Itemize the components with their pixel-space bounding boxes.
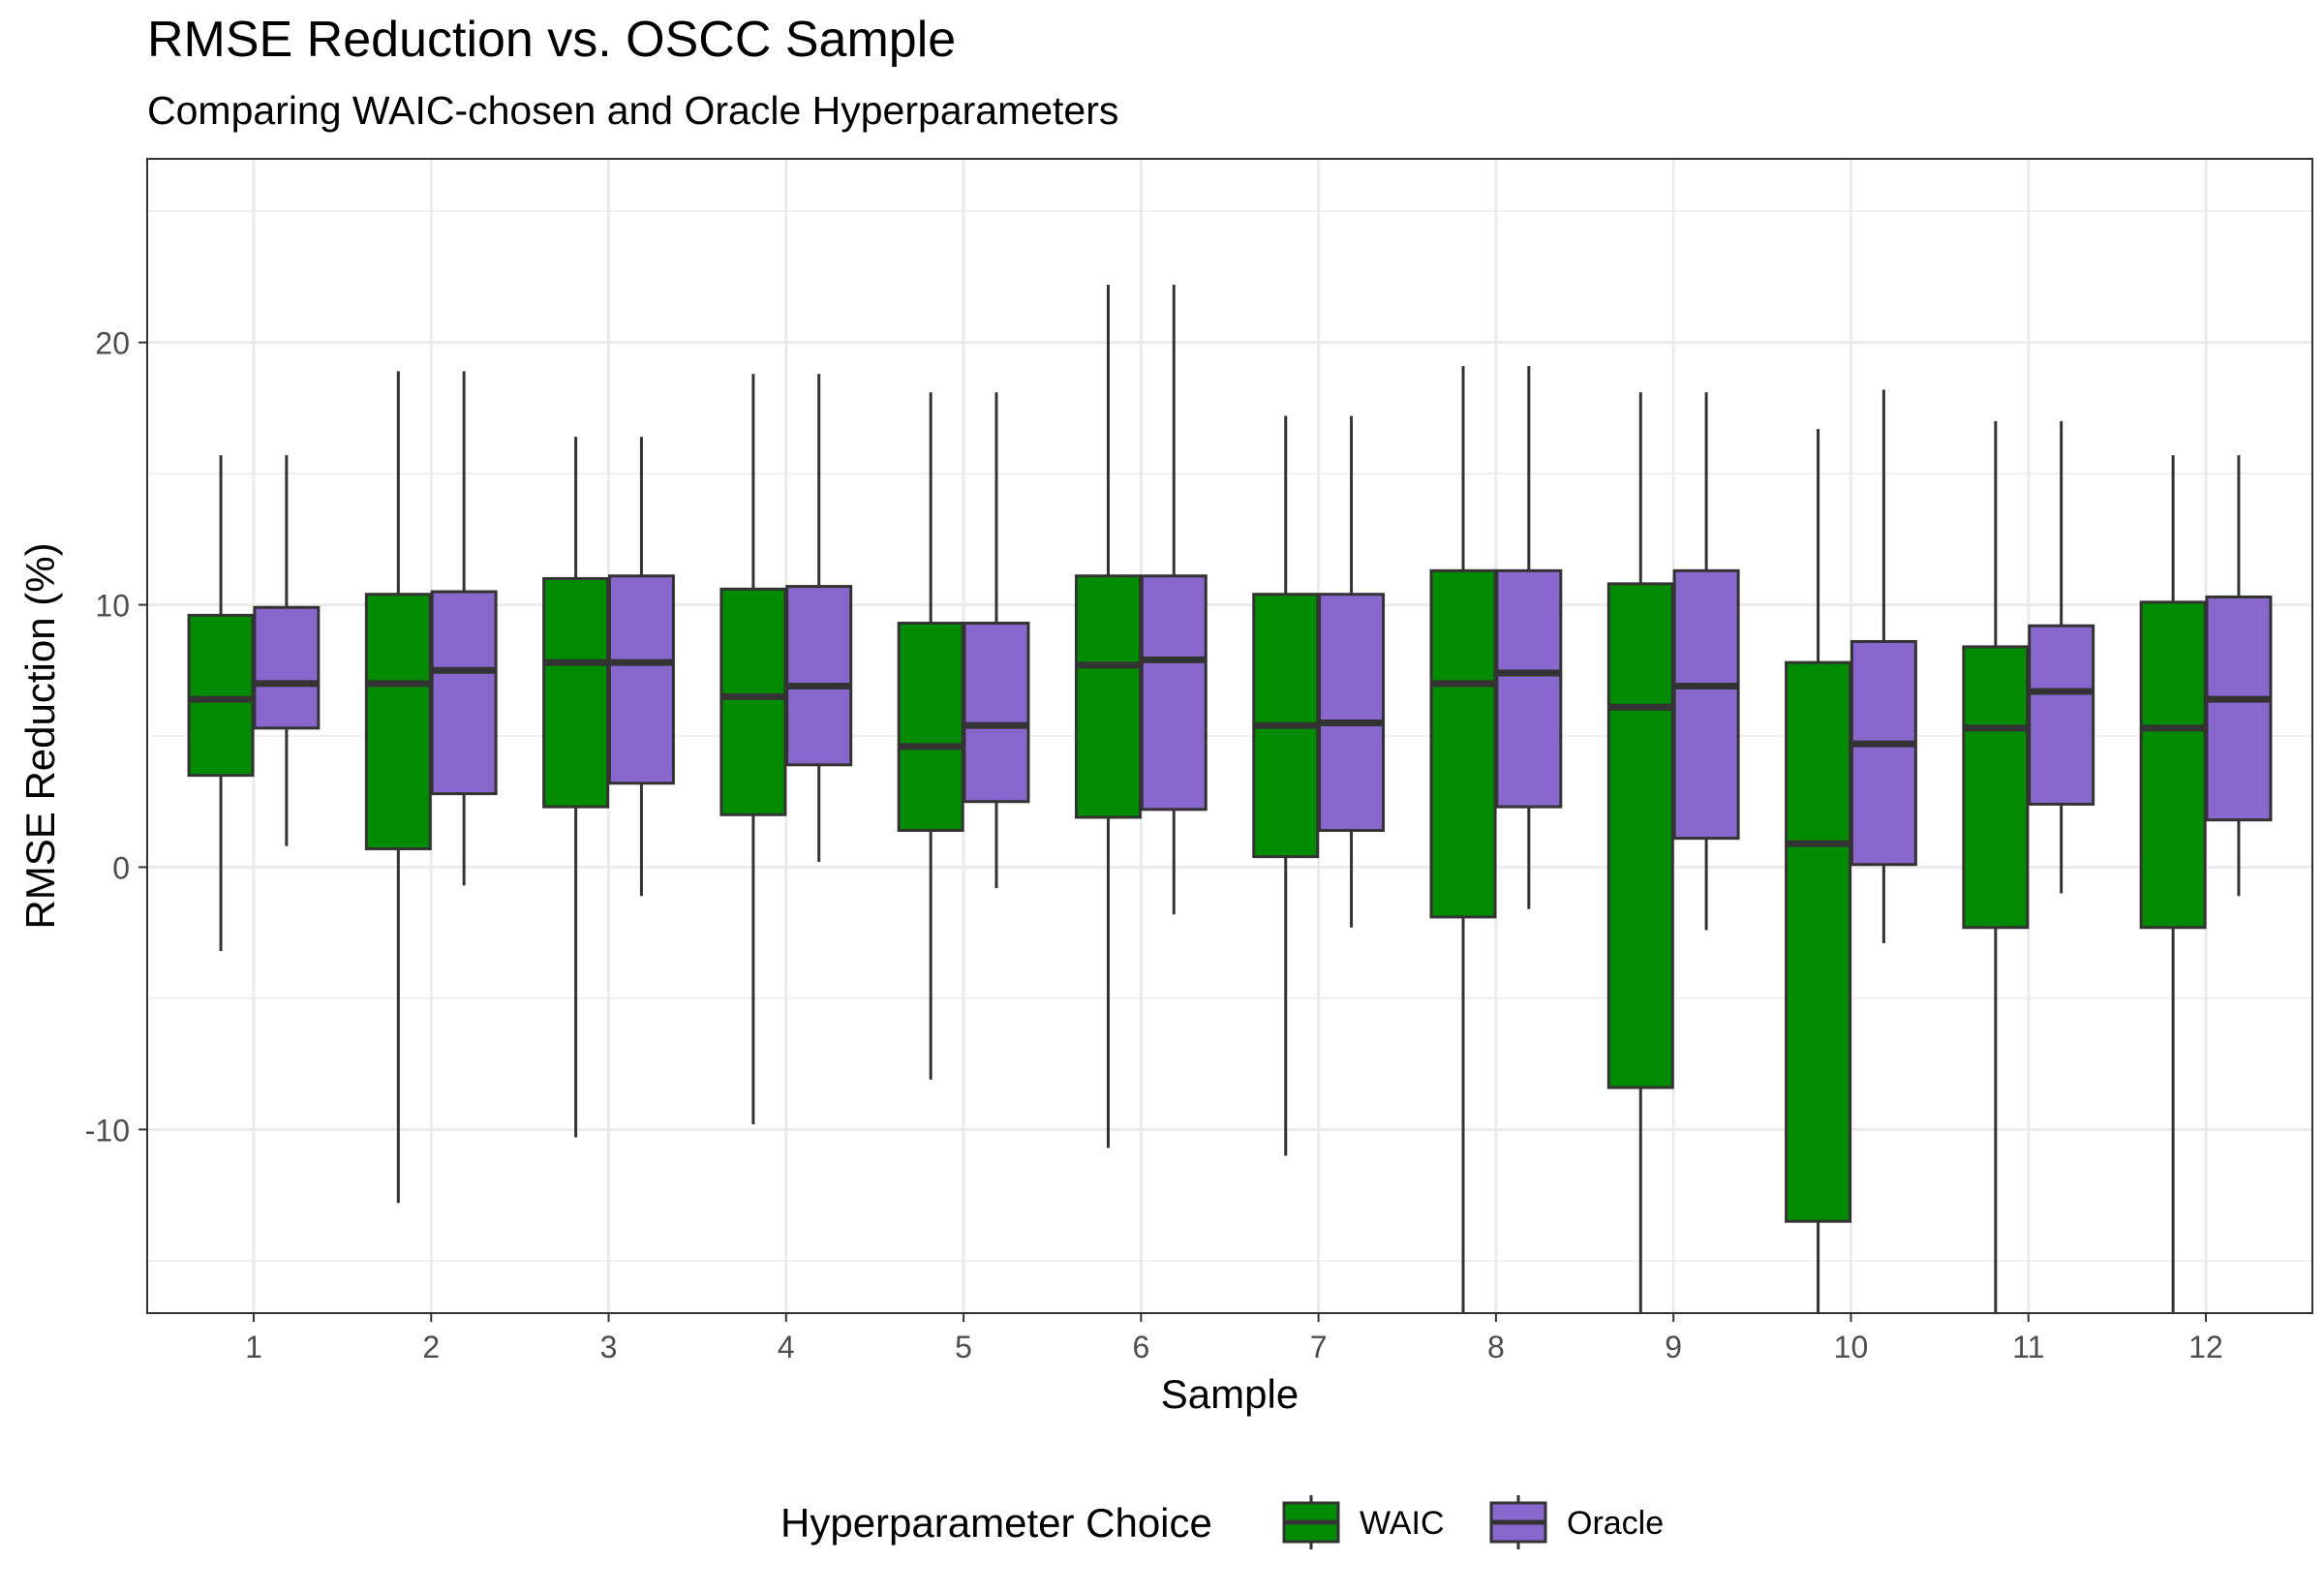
x-axis-title: Sample bbox=[1161, 1371, 1299, 1417]
x-tick-label: 9 bbox=[1665, 1330, 1682, 1364]
box-waic-5 bbox=[897, 392, 964, 1080]
x-tick-label: 1 bbox=[245, 1330, 262, 1364]
box-oracle-6 bbox=[1140, 285, 1208, 915]
box-oracle-1 bbox=[253, 455, 321, 846]
x-tick-label: 6 bbox=[1132, 1330, 1149, 1364]
box-iqr bbox=[1850, 639, 1917, 867]
x-tick-label: 7 bbox=[1310, 1330, 1328, 1364]
box-iqr bbox=[2139, 600, 2207, 930]
box-waic-6 bbox=[1074, 285, 1142, 1149]
box-iqr bbox=[897, 622, 964, 833]
x-tick-label: 2 bbox=[422, 1330, 440, 1364]
chart-title: RMSE Reduction vs. OSCC Sample bbox=[147, 12, 956, 68]
box-iqr bbox=[1429, 568, 1497, 919]
box-iqr bbox=[785, 585, 853, 767]
y-tick-label: 20 bbox=[95, 326, 130, 361]
y-axis-title: RMSE Reduction (%) bbox=[17, 542, 63, 929]
box-iqr bbox=[1962, 645, 2030, 930]
box-iqr bbox=[1495, 568, 1563, 809]
box-iqr bbox=[364, 593, 432, 850]
box-oracle-2 bbox=[430, 371, 498, 886]
y-tick-label: 0 bbox=[112, 850, 130, 885]
y-tick-label: 10 bbox=[95, 589, 130, 624]
box-oracle-5 bbox=[963, 392, 1030, 889]
box-waic-7 bbox=[1252, 415, 1320, 1156]
box-oracle-12 bbox=[2205, 455, 2273, 897]
box-iqr bbox=[1140, 574, 1208, 812]
x-tick-label: 3 bbox=[600, 1330, 618, 1364]
box-oracle-9 bbox=[1672, 392, 1740, 931]
box-iqr bbox=[1672, 568, 1740, 841]
box-waic-3 bbox=[542, 437, 610, 1138]
box-waic-9 bbox=[1606, 392, 1674, 1313]
box-iqr bbox=[719, 587, 787, 816]
box-iqr bbox=[1074, 574, 1142, 819]
x-tick-label: 11 bbox=[2012, 1330, 2044, 1364]
box-iqr bbox=[542, 576, 610, 809]
box-waic-12 bbox=[2139, 455, 2207, 1313]
box-iqr bbox=[607, 574, 675, 785]
legend-item-oracle: Oracle bbox=[1489, 1495, 1664, 1549]
box-iqr bbox=[1606, 582, 1674, 1089]
legend-item-waic: WAIC bbox=[1282, 1495, 1445, 1549]
box-iqr bbox=[430, 590, 498, 796]
x-tick-label: 10 bbox=[1834, 1330, 1869, 1364]
box-oracle-8 bbox=[1495, 366, 1563, 909]
legend-label: WAIC bbox=[1360, 1505, 1445, 1542]
panel-border bbox=[146, 158, 2313, 1314]
legend: Hyperparameter Choice WAIC Oracle bbox=[780, 1495, 1664, 1549]
box-iqr bbox=[2205, 595, 2273, 822]
box-waic-4 bbox=[719, 374, 787, 1124]
box-waic-8 bbox=[1429, 366, 1497, 1313]
legend-label: Oracle bbox=[1567, 1505, 1664, 1542]
box-iqr bbox=[187, 613, 255, 778]
box-waic-11 bbox=[1962, 420, 2030, 1313]
x-tick-label: 5 bbox=[955, 1330, 972, 1364]
legend-items: WAIC Oracle bbox=[1282, 1495, 1664, 1549]
box-waic-1 bbox=[187, 455, 255, 952]
box-iqr bbox=[253, 605, 321, 730]
chart-subtitle: Comparing WAIC-chosen and Oracle Hyperpa… bbox=[147, 88, 1118, 133]
x-tick-label: 4 bbox=[778, 1330, 795, 1364]
box-iqr bbox=[1785, 660, 1852, 1223]
box-oracle-3 bbox=[607, 437, 675, 897]
box-oracle-4 bbox=[785, 374, 853, 863]
box-oracle-10 bbox=[1850, 389, 1917, 944]
box-iqr bbox=[2028, 624, 2095, 806]
box-waic-2 bbox=[364, 371, 432, 1204]
legend-title: Hyperparameter Choice bbox=[780, 1500, 1212, 1546]
box-oracle-7 bbox=[1318, 415, 1386, 928]
box-iqr bbox=[963, 622, 1030, 804]
boxes-layer bbox=[187, 285, 2273, 1313]
y-tick-label: -10 bbox=[85, 1113, 130, 1148]
x-tick-label: 12 bbox=[2188, 1330, 2223, 1364]
box-iqr bbox=[1318, 593, 1386, 833]
x-tick-label: 8 bbox=[1487, 1330, 1505, 1364]
box-waic-10 bbox=[1785, 429, 1852, 1313]
box-oracle-11 bbox=[2028, 420, 2095, 894]
